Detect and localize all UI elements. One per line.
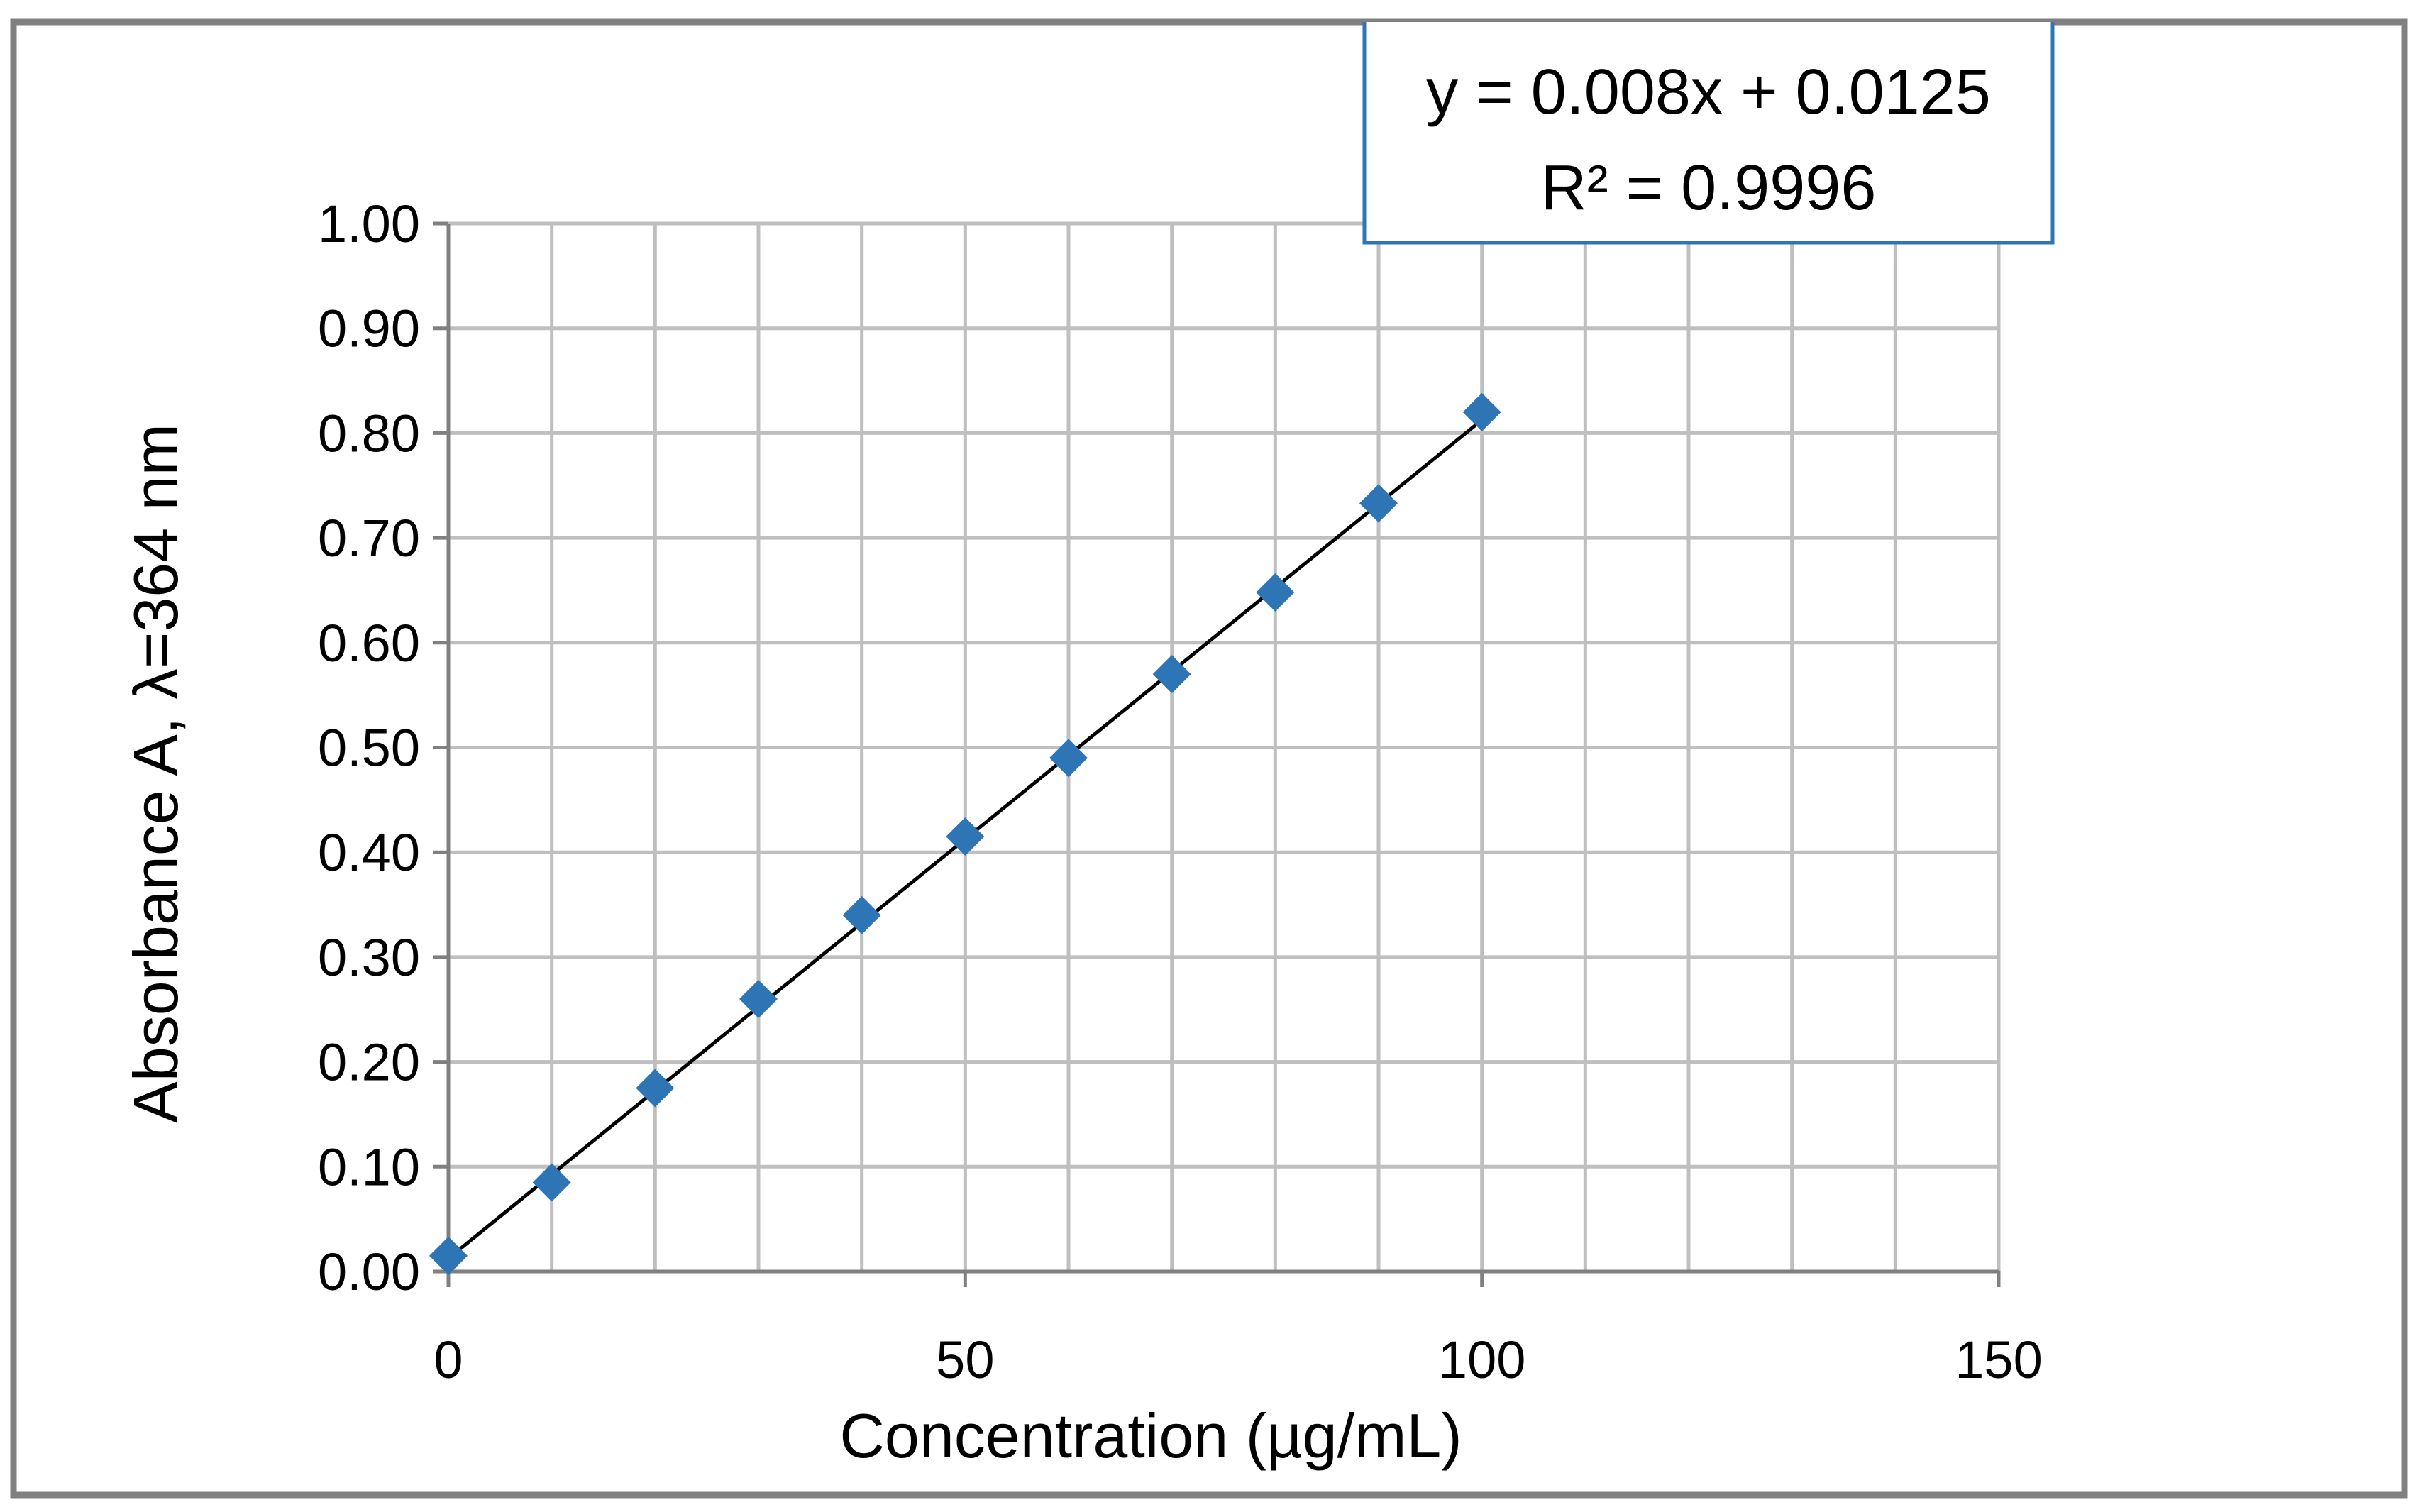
trendline-equation: y = 0.008x + 0.0125 <box>1426 57 1991 128</box>
y-tick-label: 0.20 <box>318 1033 420 1092</box>
x-tick-labels: 0 50 100 150 <box>434 1330 2042 1389</box>
x-tick-label: 100 <box>1438 1330 1525 1389</box>
y-tick-label: 0.10 <box>318 1137 420 1196</box>
equation-box: y = 0.008x + 0.0125 R² = 0.9996 <box>1362 22 2055 245</box>
x-axis-title: Concentration (µg/mL) <box>839 1401 1462 1471</box>
data-point-diamond <box>1462 392 1501 431</box>
y-tick-label: 0.80 <box>318 404 420 463</box>
x-tick-label: 50 <box>936 1330 994 1389</box>
y-tick-label: 0.40 <box>318 823 420 882</box>
y-tick-label: 0.70 <box>318 509 420 568</box>
axes <box>433 221 2001 1287</box>
data-point-diamond <box>636 1069 675 1108</box>
y-tick-label: 0.60 <box>318 614 420 673</box>
y-tick-label: 0.50 <box>318 719 420 778</box>
data-point-diamond <box>1152 655 1191 694</box>
equation-box-border <box>1362 22 2055 245</box>
y-tick-label: 0.90 <box>318 299 420 358</box>
data-point-diamond <box>946 817 985 856</box>
data-point-diamond <box>1256 573 1295 612</box>
y-tick-label: 0.30 <box>318 928 420 987</box>
data-point-diamond <box>1359 484 1398 523</box>
y-axis-title: Absorbance A, λ=364 nm <box>121 424 191 1123</box>
x-tick-label: 0 <box>434 1330 463 1389</box>
chart-frame <box>10 18 2408 1499</box>
data-point-diamond <box>842 895 881 934</box>
y-tick-label: 1.00 <box>318 194 420 253</box>
data-point-diamond <box>429 1236 468 1275</box>
r-squared-label: R² = 0.9996 <box>1541 153 1877 224</box>
data-points <box>429 392 1501 1275</box>
data-point-diamond <box>739 979 778 1018</box>
data-point-diamond <box>532 1163 571 1202</box>
y-tick-label: 0.00 <box>318 1242 420 1301</box>
data-point-diamond <box>1049 739 1088 778</box>
y-tick-labels: 0.00 0.10 0.20 0.30 0.40 0.50 0.60 0.70 0.80 0.90… <box>318 194 420 1301</box>
x-tick-label: 150 <box>1955 1330 2042 1389</box>
